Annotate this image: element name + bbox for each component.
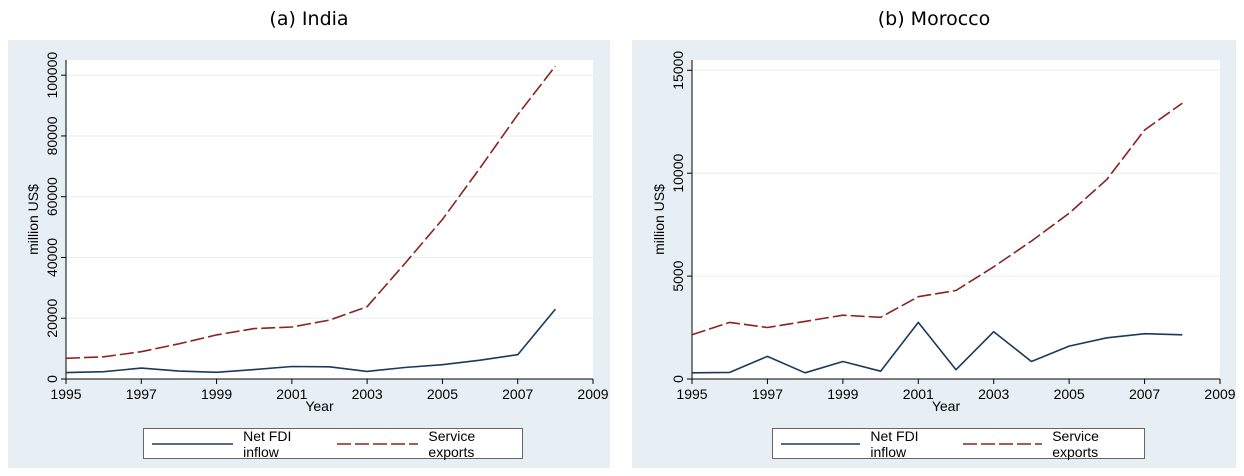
y-tick-label: 10000 <box>670 154 686 193</box>
legend-item-fdi: Net FDI inflow <box>150 428 319 460</box>
chart-title-india: (a) India <box>269 8 349 30</box>
y-tick-label: 15000 <box>670 51 686 90</box>
x-tick-label: 2009 <box>1204 386 1235 402</box>
y-tick-label: 0 <box>670 375 686 383</box>
legend-item-fdi: Net FDI inflow <box>779 428 945 460</box>
y-tick-label: 20000 <box>44 299 60 338</box>
y-tick-label: 0 <box>44 375 60 383</box>
x-tick-label: 2005 <box>427 386 458 402</box>
series-line-services <box>65 65 557 360</box>
y-axis-label: million US$ <box>25 184 41 255</box>
chart-title-morocco: (b) Morocco <box>877 8 991 30</box>
chart-panel-morocco: 1995 1997 1999 2001 2003 2005 2007 2009 0 5000 100… <box>632 40 1236 468</box>
y-tick-label: 80000 <box>44 116 60 155</box>
x-tick-label: 2007 <box>1129 386 1160 402</box>
y-tick-label: 100000 <box>44 52 60 99</box>
legend-item-services: Service exports <box>335 428 512 460</box>
y-axis-label: million US$ <box>651 184 667 255</box>
legend-swatch-fdi <box>152 442 234 445</box>
x-tick-label: 2003 <box>352 386 383 402</box>
legend-swatch-fdi <box>781 442 861 445</box>
x-tick-label: 2003 <box>978 386 1009 402</box>
series-line-fdi <box>65 308 557 374</box>
x-tick-label: 2001 <box>276 386 307 402</box>
legend-label-services: Service exports <box>428 427 476 460</box>
chart-svg-india: 1995 1997 1999 2001 2003 2005 2007 2009 0 20000 40… <box>25 52 609 414</box>
series-line-fdi <box>691 321 1183 374</box>
legend-swatch-services <box>962 442 1043 445</box>
legend-item-services: Service exports <box>961 428 1134 460</box>
chart-svg-morocco: 1995 1997 1999 2001 2003 2005 2007 2009 0 5000 100… <box>651 51 1236 414</box>
chart-panel-india: 1995 1997 1999 2001 2003 2005 2007 2009 0 20000 40… <box>8 40 610 468</box>
series-line-services <box>691 102 1183 336</box>
x-tick-label: 2001 <box>903 386 934 402</box>
y-tick-label: 5000 <box>670 260 686 291</box>
legend-swatch-services <box>337 442 419 445</box>
y-tick-label: 40000 <box>44 238 60 277</box>
x-tick-label: 1999 <box>827 386 858 402</box>
x-tick-label: 2009 <box>577 386 608 402</box>
x-axis-label: Year <box>932 398 961 414</box>
legend-label-fdi: Net FDI inflow <box>870 427 919 460</box>
x-tick-label: 1997 <box>752 386 783 402</box>
legend-label-fdi: Net FDI inflow <box>243 427 292 460</box>
legend-morocco: Net FDI inflow Service exports <box>772 428 1145 460</box>
x-tick-label: 1997 <box>126 386 157 402</box>
x-tick-label: 1999 <box>201 386 232 402</box>
x-tick-label: 2005 <box>1054 386 1085 402</box>
legend-label-services: Service exports <box>1052 427 1099 460</box>
x-tick-label: 2007 <box>502 386 533 402</box>
plot-area <box>692 60 1220 379</box>
y-tick-label: 60000 <box>44 177 60 216</box>
plot-area <box>66 60 593 379</box>
x-axis-label: Year <box>305 398 334 414</box>
x-tick-label: 1995 <box>676 386 707 402</box>
legend-india: Net FDI inflow Service exports <box>143 428 523 460</box>
x-tick-label: 1995 <box>50 386 81 402</box>
